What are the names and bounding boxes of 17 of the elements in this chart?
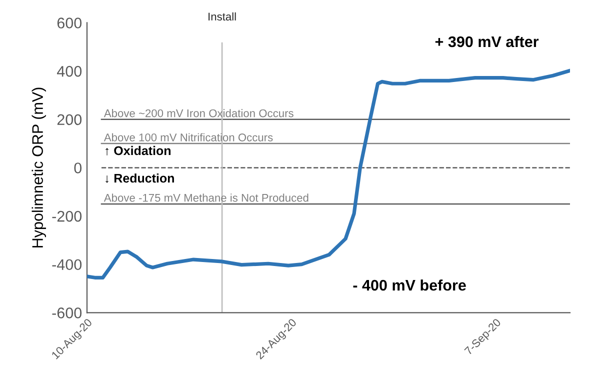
y-tick-label: 400 xyxy=(57,66,82,77)
annotation: ↓ Reduction xyxy=(106,173,174,183)
annotation: + 390 mV after xyxy=(435,36,539,48)
y-tick-label: -200 xyxy=(52,210,82,222)
ref-line-label: Above ~200 mV Iron Oxidation Occurs xyxy=(104,109,294,118)
y-tick-label: -400 xyxy=(52,259,82,270)
y-tick-label: 600 xyxy=(57,18,82,28)
y-axis-title: Hypolimnetic ORP (mV) xyxy=(32,88,46,248)
ref-line-label: Install xyxy=(208,12,236,21)
y-tick-label: 0 xyxy=(74,162,82,174)
ref-line-label: Above -175 mV Methane is Not Produced xyxy=(104,194,308,202)
ref-line-label: Above 100 mV Nitrification Occurs xyxy=(104,133,273,142)
y-tick-label: 200 xyxy=(57,114,82,126)
line-series xyxy=(87,68,570,280)
y-tick-label: -600 xyxy=(52,308,82,318)
annotation: ↑ Oxidation xyxy=(106,146,170,156)
annotation: - 400 mV before xyxy=(353,279,466,291)
